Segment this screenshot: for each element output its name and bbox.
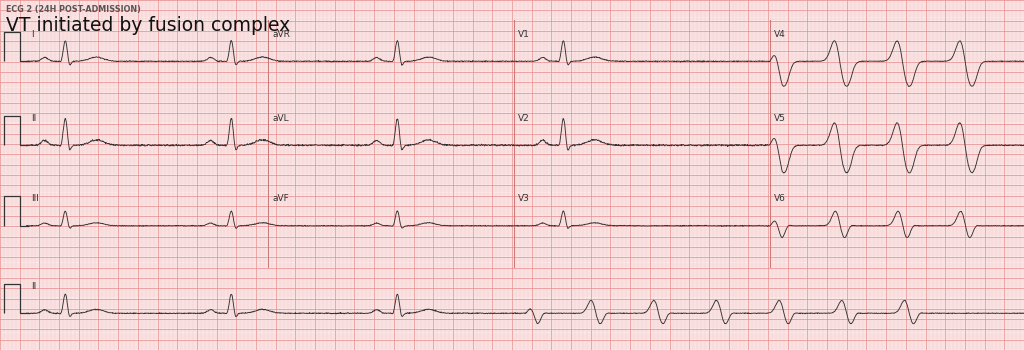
Text: V2: V2 <box>518 114 529 123</box>
Text: V5: V5 <box>774 114 786 123</box>
Text: V4: V4 <box>774 30 785 39</box>
Text: V3: V3 <box>518 195 530 203</box>
Text: II: II <box>31 114 36 123</box>
Text: V1: V1 <box>518 30 530 39</box>
Text: aVL: aVL <box>272 114 289 123</box>
Text: II: II <box>31 282 36 291</box>
Text: V6: V6 <box>774 195 786 203</box>
Text: aVF: aVF <box>272 195 289 203</box>
Text: III: III <box>31 195 39 203</box>
Text: aVR: aVR <box>272 30 290 39</box>
Text: I: I <box>31 30 34 39</box>
Text: ECG 2 (24H POST-ADMISSION): ECG 2 (24H POST-ADMISSION) <box>6 5 141 14</box>
Text: VT initiated by fusion complex: VT initiated by fusion complex <box>6 16 291 35</box>
